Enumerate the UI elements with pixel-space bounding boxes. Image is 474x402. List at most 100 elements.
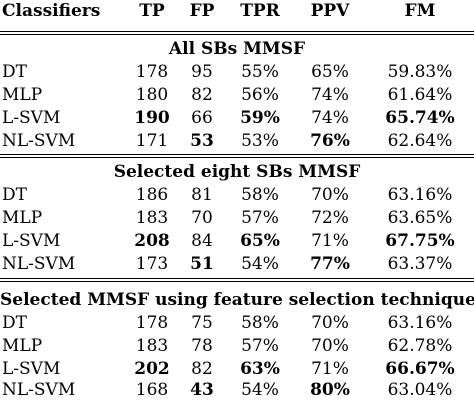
tp-cell: 208 xyxy=(134,231,170,251)
tpr-cell: 65% xyxy=(240,231,280,251)
header-rule-top xyxy=(0,31,474,32)
fm-cell: 66.67% xyxy=(385,359,455,379)
header-ppv: PPV xyxy=(310,1,350,21)
fm-cell: 59.83% xyxy=(387,62,453,82)
tpr-cell: 55% xyxy=(241,62,279,82)
fp-cell: 70 xyxy=(191,208,213,228)
fp-cell: 82 xyxy=(191,359,213,379)
table-row: DT 186 81 58% 70% 63.16% xyxy=(0,184,474,207)
fm-cell: 61.64% xyxy=(387,85,453,105)
fm-cell: 63.04% xyxy=(387,380,453,400)
section-title: All SBs MMSF xyxy=(168,39,306,59)
tp-cell: 190 xyxy=(134,108,170,128)
fm-cell: 67.75% xyxy=(385,231,455,251)
table-header-row: Classifiers TP FP TPR PPV FM xyxy=(0,0,474,23)
ppv-cell: 77% xyxy=(310,254,350,274)
ppv-cell: 74% xyxy=(311,108,349,128)
classifier-cell: L-SVM xyxy=(2,359,61,379)
fp-cell: 81 xyxy=(191,185,213,205)
fm-cell: 63.65% xyxy=(387,208,453,228)
header-tpr: TPR xyxy=(240,1,280,21)
classifier-cell: NL-SVM xyxy=(2,254,76,274)
tp-cell: 186 xyxy=(135,185,169,205)
tp-cell: 183 xyxy=(135,208,169,228)
fp-cell: 95 xyxy=(191,62,213,82)
ppv-cell: 76% xyxy=(310,131,350,151)
ppv-cell: 71% xyxy=(311,359,349,379)
tp-cell: 173 xyxy=(135,254,169,274)
header-classifiers: Classifiers xyxy=(2,1,101,21)
ppv-cell: 80% xyxy=(310,380,350,400)
classifier-cell: MLP xyxy=(2,85,43,105)
tpr-cell: 57% xyxy=(241,208,279,228)
fm-cell: 63.37% xyxy=(387,254,453,274)
header-fm: FM xyxy=(404,1,436,21)
classifier-cell: MLP xyxy=(2,208,43,228)
ppv-cell: 70% xyxy=(311,313,349,333)
ppv-cell: 70% xyxy=(311,185,349,205)
header-fp: FP xyxy=(189,1,215,21)
classifier-cell: NL-SVM xyxy=(2,131,76,151)
fm-cell: 62.64% xyxy=(387,131,453,151)
ppv-cell: 74% xyxy=(311,85,349,105)
tp-cell: 202 xyxy=(134,359,170,379)
table-row: NL-SVM 173 51 54% 77% 63.37% xyxy=(0,253,474,276)
ppv-cell: 72% xyxy=(311,208,349,228)
tp-cell: 178 xyxy=(135,313,169,333)
tp-cell: 171 xyxy=(135,131,169,151)
table-row: L-SVM 190 66 59% 74% 65.74% xyxy=(0,107,474,130)
tpr-cell: 54% xyxy=(241,380,279,400)
classifier-cell: DT xyxy=(2,185,27,205)
fm-cell: 63.16% xyxy=(387,185,453,205)
header-tp: TP xyxy=(139,1,165,21)
tp-cell: 178 xyxy=(135,62,169,82)
section-rule-bottom xyxy=(0,157,474,158)
ppv-cell: 70% xyxy=(311,336,349,356)
classifier-cell: DT xyxy=(2,62,27,82)
fp-cell: 82 xyxy=(191,85,213,105)
tpr-cell: 58% xyxy=(241,313,279,333)
section-rule-top xyxy=(0,154,474,155)
tpr-cell: 63% xyxy=(240,359,280,379)
section-title: Selected MMSF using feature selection te… xyxy=(0,290,474,310)
table-row: MLP 180 82 56% 74% 61.64% xyxy=(0,84,474,107)
fm-cell: 63.16% xyxy=(387,313,453,333)
table-row: MLP 183 70 57% 72% 63.65% xyxy=(0,207,474,230)
tpr-cell: 56% xyxy=(241,85,279,105)
table-row: NL-SVM 168 43 54% 80% 63.04% xyxy=(0,379,474,402)
tp-cell: 168 xyxy=(135,380,169,400)
fp-cell: 78 xyxy=(191,336,213,356)
tpr-cell: 59% xyxy=(240,108,280,128)
tpr-cell: 53% xyxy=(241,131,279,151)
section-rule-bottom xyxy=(0,281,474,282)
ppv-cell: 71% xyxy=(311,231,349,251)
section-rule-top xyxy=(0,278,474,279)
fp-cell: 66 xyxy=(191,108,213,128)
ppv-cell: 65% xyxy=(311,62,349,82)
tpr-cell: 54% xyxy=(241,254,279,274)
fp-cell: 75 xyxy=(191,313,213,333)
table-row: MLP 183 78 57% 70% 62.78% xyxy=(0,335,474,358)
fm-cell: 65.74% xyxy=(385,108,455,128)
fp-cell: 43 xyxy=(190,380,214,400)
table-row: DT 178 75 58% 70% 63.16% xyxy=(0,312,474,335)
classifier-cell: NL-SVM xyxy=(2,380,76,400)
table-row: NL-SVM 171 53 53% 76% 62.64% xyxy=(0,130,474,153)
classifier-cell: DT xyxy=(2,313,27,333)
fp-cell: 84 xyxy=(191,231,213,251)
classifier-cell: L-SVM xyxy=(2,108,61,128)
classifier-cell: MLP xyxy=(2,336,43,356)
table-row: L-SVM 202 82 63% 71% 66.67% xyxy=(0,358,474,381)
table-row: DT 178 95 55% 65% 59.83% xyxy=(0,61,474,84)
fp-cell: 53 xyxy=(190,131,214,151)
classifier-cell: L-SVM xyxy=(2,231,61,251)
tpr-cell: 57% xyxy=(241,336,279,356)
fm-cell: 62.78% xyxy=(387,336,453,356)
table-row: L-SVM 208 84 65% 71% 67.75% xyxy=(0,230,474,253)
tpr-cell: 58% xyxy=(241,185,279,205)
section-title: Selected eight SBs MMSF xyxy=(113,162,361,182)
tp-cell: 180 xyxy=(135,85,169,105)
fp-cell: 51 xyxy=(190,254,214,274)
header-rule-bottom xyxy=(0,34,474,35)
